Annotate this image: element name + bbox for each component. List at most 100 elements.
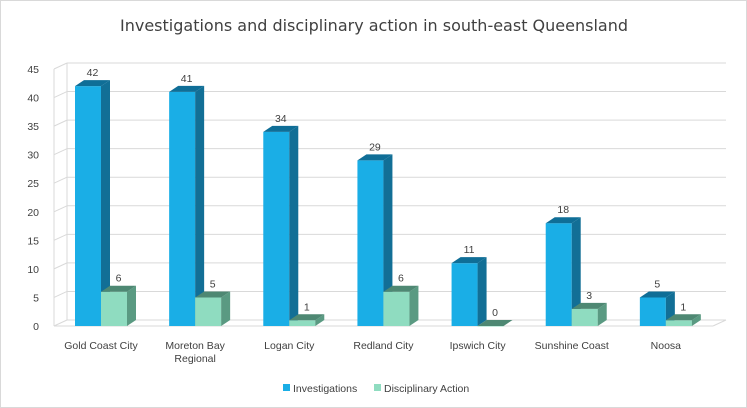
bar	[639, 297, 666, 326]
x-category-line: Redland City	[353, 340, 414, 352]
data-label: 1	[680, 301, 686, 313]
bar	[665, 320, 692, 326]
legend-label: Investigations	[293, 383, 357, 395]
legend: Investigations Disciplinary Action	[283, 383, 469, 395]
gridline-depth	[53, 62, 68, 70]
y-tick-label: 45	[27, 64, 39, 76]
data-label: 1	[304, 301, 310, 313]
data-label: 42	[87, 67, 99, 79]
data-label: 5	[654, 278, 660, 290]
x-category-line: Ipswich City	[450, 340, 507, 352]
x-category-label: Gold Coast City	[64, 340, 138, 352]
y-tick-label: 5	[33, 292, 39, 304]
bar	[383, 291, 410, 326]
legend-label: Disciplinary Action	[384, 383, 469, 395]
x-category-label: Noosa	[651, 340, 682, 352]
bar	[289, 320, 316, 326]
data-label: 6	[116, 273, 122, 285]
gridline-depth	[53, 290, 68, 298]
legend-entry: Investigations	[283, 383, 357, 395]
gridline-depth	[53, 91, 68, 99]
data-label: 6	[398, 273, 404, 285]
bar-side	[571, 217, 581, 326]
bar-group: 42	[75, 67, 110, 326]
x-category-label: Logan City	[264, 340, 315, 352]
y-axis-ticks: 0 5 10 15 20 25 30 35 40 45	[27, 64, 39, 333]
gridline-depth	[53, 205, 68, 213]
bar-group: 3	[571, 290, 607, 326]
bar-group: 6	[383, 273, 419, 326]
bar-group: 5	[195, 278, 231, 326]
bar	[477, 326, 504, 327]
bar-group: 41	[169, 73, 205, 326]
bar-side	[315, 314, 325, 326]
bar-top	[357, 154, 393, 161]
x-category-line: Regional	[174, 353, 215, 365]
data-label: 3	[586, 290, 592, 302]
bar	[101, 291, 127, 326]
bar	[357, 160, 384, 326]
data-label: 5	[210, 278, 216, 290]
bar-group: 18	[545, 204, 581, 326]
y-tick-label: 30	[27, 150, 39, 162]
y-tick-label: 20	[27, 207, 39, 219]
bar-side	[477, 257, 487, 326]
legend-swatch	[374, 384, 381, 391]
x-category-label: Moreton Bay Regional	[165, 340, 225, 365]
bar	[571, 308, 598, 326]
bar-top	[263, 125, 299, 132]
bar-group: 1	[289, 301, 325, 326]
bar	[195, 297, 222, 326]
x-category-label: Ipswich City	[450, 340, 507, 352]
bar-side	[289, 125, 299, 326]
x-category-label: Sunshine Coast	[535, 340, 609, 352]
bar-group: 0	[477, 307, 513, 327]
bar-top	[75, 80, 110, 87]
bar-side	[101, 80, 110, 326]
bar-top	[169, 85, 205, 92]
bar	[263, 131, 290, 326]
bar-side	[409, 285, 419, 326]
x-category-label: Redland City	[353, 340, 414, 352]
legend-entry: Disciplinary Action	[374, 383, 469, 395]
bar-top	[383, 285, 419, 292]
data-label: 34	[275, 113, 287, 125]
bar-side	[195, 85, 205, 326]
bar-group: 34	[263, 113, 299, 326]
gridline-depth	[53, 262, 68, 270]
gridline-depth	[53, 233, 68, 241]
bar-group: 11	[451, 244, 487, 326]
x-category-line: Gold Coast City	[64, 340, 138, 352]
bar-side	[597, 302, 607, 326]
data-label: 41	[181, 73, 193, 85]
x-category-line: Noosa	[651, 340, 682, 352]
data-label: 29	[369, 141, 381, 153]
y-tick-label: 15	[27, 235, 39, 247]
bar-side	[691, 314, 701, 326]
gridline-depth	[53, 319, 68, 327]
y-tick-label: 0	[33, 321, 39, 333]
bar-top	[289, 314, 325, 321]
x-category-line: Moreton Bay	[165, 340, 225, 352]
bar	[545, 223, 572, 326]
bar	[451, 263, 478, 326]
x-category-line: Logan City	[264, 340, 315, 352]
chart-title: Investigations and disciplinary action i…	[120, 16, 628, 35]
bar-side	[127, 285, 136, 326]
bar-side	[221, 291, 231, 326]
bar-top	[639, 291, 675, 298]
bar-group: 29	[357, 141, 393, 326]
x-axis-categories: Gold Coast City Moreton Bay Regional Logan …	[64, 340, 681, 365]
gridline-depth	[53, 119, 68, 127]
y-tick-label: 40	[27, 93, 39, 105]
bar-group: 6	[101, 273, 136, 326]
gridline-depth	[53, 176, 68, 184]
bar-top	[101, 285, 136, 292]
bar-top	[451, 257, 487, 264]
x-category-line: Sunshine Coast	[535, 340, 609, 352]
bar-group: 1	[665, 301, 701, 326]
bar-top	[571, 302, 607, 309]
bar-top	[545, 217, 581, 224]
data-label: 18	[557, 204, 569, 216]
